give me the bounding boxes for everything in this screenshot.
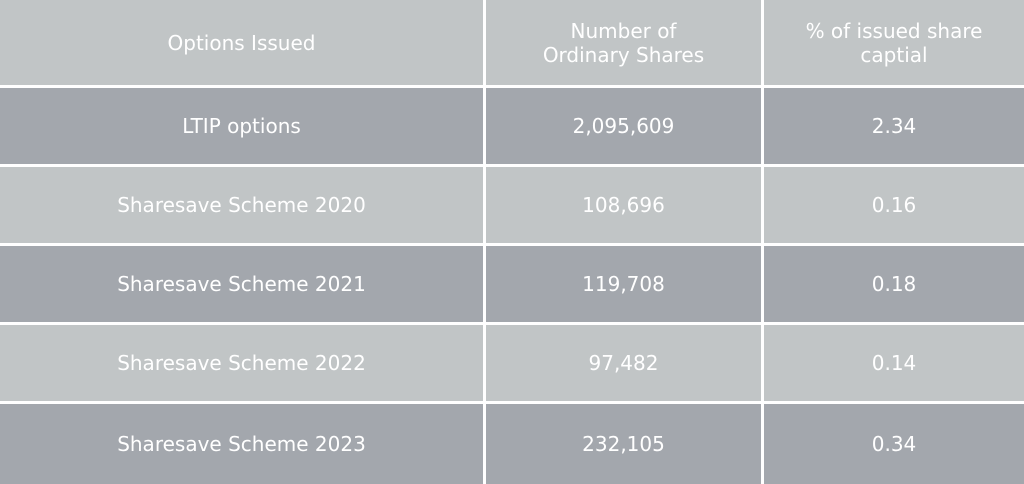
- row-1-percent: 2.34: [764, 88, 1024, 167]
- row-3-name: Sharesave Scheme 2021: [0, 246, 486, 325]
- header-options-issued: Options Issued: [0, 0, 486, 88]
- row-3-percent: 0.18: [764, 246, 1024, 325]
- row-2-name: Sharesave Scheme 2020: [0, 167, 486, 246]
- header-number-of-shares: Number of Ordinary Shares: [486, 0, 764, 88]
- row-2-percent: 0.16: [764, 167, 1024, 246]
- row-4-percent: 0.14: [764, 325, 1024, 404]
- row-2-shares: 108,696: [486, 167, 764, 246]
- row-5-percent: 0.34: [764, 404, 1024, 484]
- header-number-of-shares-line-2: Ordinary Shares: [542, 42, 705, 67]
- row-3-shares: 119,708: [486, 246, 764, 325]
- header-percent-share-capital-line-1: % of issued share: [805, 18, 983, 43]
- row-5-name: Sharesave Scheme 2023: [0, 404, 486, 484]
- row-4-shares: 97,482: [486, 325, 764, 404]
- row-1-shares: 2,095,609: [486, 88, 764, 167]
- row-5-shares: 232,105: [486, 404, 764, 484]
- header-percent-share-capital: % of issued share captial: [764, 0, 1024, 88]
- header-number-of-shares-line-1: Number of: [570, 18, 677, 43]
- header-options-issued-line-1: Options Issued: [167, 30, 316, 55]
- header-percent-share-capital-line-2: captial: [860, 42, 928, 67]
- row-4-name: Sharesave Scheme 2022: [0, 325, 486, 404]
- row-1-name: LTIP options: [0, 88, 486, 167]
